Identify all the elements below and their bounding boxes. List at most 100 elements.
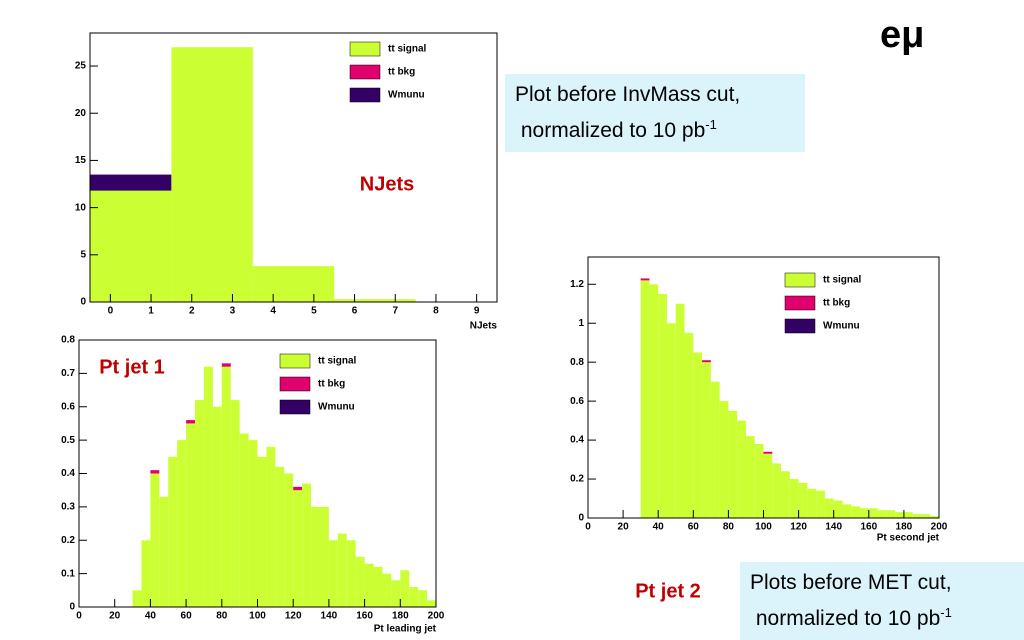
bar xyxy=(186,420,196,424)
bar xyxy=(702,362,711,518)
x-tick-label: 6 xyxy=(352,306,358,317)
bar xyxy=(266,446,276,607)
bar xyxy=(293,490,303,607)
bar xyxy=(710,381,720,518)
legend-swatch xyxy=(784,318,816,334)
x-tick-label: 80 xyxy=(723,522,735,533)
note: Plot before InvMass cut, normalized to 1… xyxy=(505,74,805,152)
legend-swatch xyxy=(349,87,381,103)
x-tick-label: 3 xyxy=(230,306,236,317)
legend-swatch xyxy=(279,376,311,392)
bar xyxy=(257,456,267,607)
bar xyxy=(816,490,825,518)
bar xyxy=(886,510,896,518)
bar xyxy=(930,516,939,518)
bar xyxy=(319,506,329,607)
bar xyxy=(719,401,729,518)
bar xyxy=(132,590,142,607)
bar xyxy=(702,360,711,363)
x-axis-label: Pt second jet xyxy=(877,533,940,544)
bar xyxy=(150,473,160,607)
bar xyxy=(195,400,204,607)
bar xyxy=(90,190,172,302)
y-tick-label: 0 xyxy=(80,297,86,308)
bar xyxy=(203,366,213,607)
y-tick-label: 0.4 xyxy=(61,468,75,479)
x-tick-label: 4 xyxy=(270,306,276,317)
x-tick-label: 200 xyxy=(931,522,948,533)
note-sup: -1 xyxy=(705,117,717,132)
y-tick-label: 1 xyxy=(578,318,584,329)
bar xyxy=(373,566,383,607)
bar xyxy=(212,406,222,607)
x-tick-label: 0 xyxy=(585,522,591,533)
bar xyxy=(895,512,904,518)
x-tick-label: 0 xyxy=(108,306,114,317)
legend-swatch xyxy=(784,272,816,288)
bar xyxy=(221,366,231,607)
bar xyxy=(824,498,834,518)
y-tick-label: 0.5 xyxy=(61,435,75,446)
legend-label: Wmunu xyxy=(823,321,860,332)
x-tick-label: 9 xyxy=(474,306,480,317)
x-tick-label: 140 xyxy=(321,611,338,622)
legend-swatch xyxy=(279,353,311,369)
chart-title: NJets xyxy=(360,173,414,195)
legend-swatch xyxy=(784,295,816,311)
legend-label: tt bkg xyxy=(823,298,850,309)
bar xyxy=(177,440,187,607)
bar xyxy=(666,323,676,518)
bar xyxy=(798,482,808,518)
legend-label: tt signal xyxy=(823,275,862,286)
bar xyxy=(186,423,196,607)
x-tick-label: 200 xyxy=(428,611,445,622)
x-tick-label: 20 xyxy=(618,522,630,533)
x-axis-label: Pt leading jet xyxy=(374,624,437,635)
note-line: normalized to 10 pb-1 xyxy=(750,598,1014,634)
bar xyxy=(772,463,782,518)
x-tick-label: 140 xyxy=(825,522,842,533)
y-tick-label: 0.7 xyxy=(61,368,75,379)
x-tick-label: 100 xyxy=(755,522,772,533)
y-tick-label: 25 xyxy=(75,61,87,72)
y-tick-label: 0 xyxy=(578,513,584,524)
bar xyxy=(364,563,374,607)
x-tick-label: 180 xyxy=(896,522,913,533)
bar xyxy=(789,479,799,518)
x-tick-label: 5 xyxy=(311,306,317,317)
bar xyxy=(675,303,685,518)
bar xyxy=(141,540,151,607)
legend-label: Wmunu xyxy=(388,90,425,101)
y-tick-label: 0.1 xyxy=(61,568,75,579)
x-tick-label: 0 xyxy=(76,611,82,622)
x-tick-label: 40 xyxy=(145,611,157,622)
bar xyxy=(275,466,285,607)
x-tick-label: 120 xyxy=(285,611,302,622)
plot-border xyxy=(89,32,498,303)
y-tick-label: 0.8 xyxy=(61,335,75,346)
legend-label: tt signal xyxy=(318,356,357,367)
bar xyxy=(693,352,703,518)
x-tick-label: 1 xyxy=(148,306,154,317)
bar xyxy=(334,299,416,302)
bar xyxy=(877,510,887,518)
y-tick-label: 5 xyxy=(80,249,86,260)
bar xyxy=(355,556,365,607)
note-line: Plot before InvMass cut, xyxy=(515,83,741,106)
bar xyxy=(302,483,312,607)
bar xyxy=(328,540,338,607)
x-tick-label: 160 xyxy=(356,611,373,622)
x-tick-label: 80 xyxy=(216,611,228,622)
bar xyxy=(171,47,253,302)
y-tick-label: 1.2 xyxy=(570,279,584,290)
bar xyxy=(159,496,169,607)
x-tick-label: 7 xyxy=(392,306,398,317)
x-tick-label: 2 xyxy=(189,306,195,317)
legend-swatch xyxy=(279,399,311,415)
y-tick-label: 0.6 xyxy=(570,396,584,407)
bar xyxy=(684,332,694,518)
bar xyxy=(248,440,258,607)
x-tick-label: 40 xyxy=(653,522,665,533)
